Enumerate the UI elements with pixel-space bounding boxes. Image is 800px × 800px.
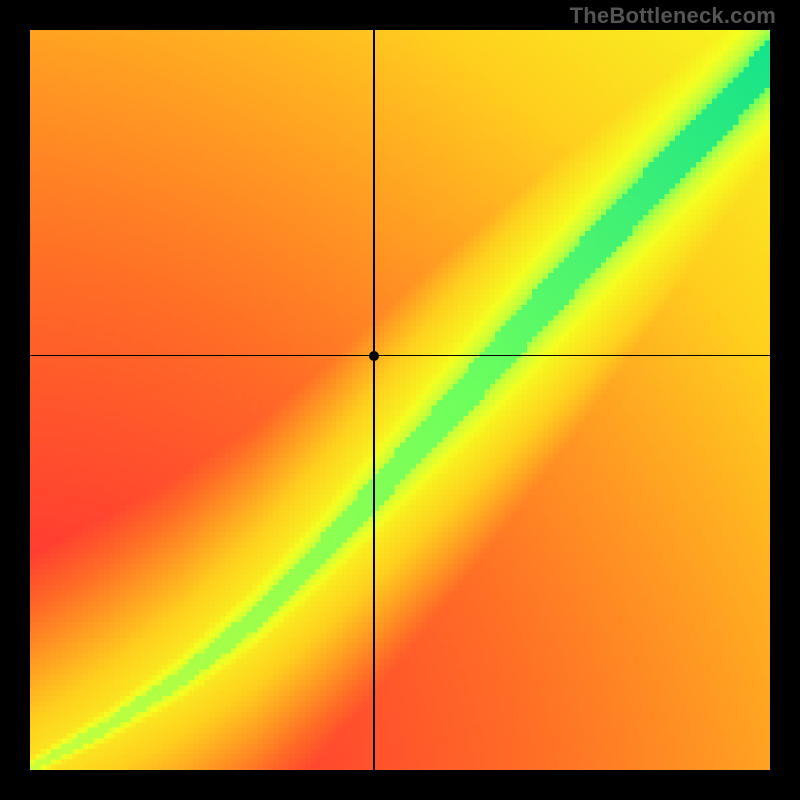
- crosshair-horizontal: [30, 355, 770, 357]
- plot-area: [30, 30, 770, 770]
- watermark-text: TheBottleneck.com: [570, 3, 776, 29]
- chart-container: TheBottleneck.com: [0, 0, 800, 800]
- heatmap-canvas: [30, 30, 770, 770]
- crosshair-marker: [369, 351, 379, 361]
- crosshair-vertical: [373, 30, 375, 770]
